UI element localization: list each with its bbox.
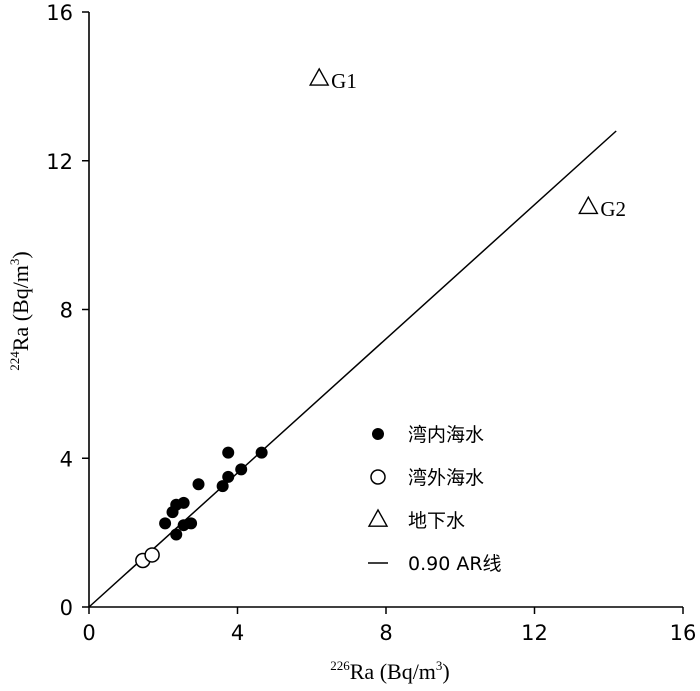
x-axis-title-superscript: 226	[330, 658, 350, 673]
y-tick-label: 12	[46, 150, 73, 174]
data-point	[170, 528, 183, 541]
data-point	[578, 195, 599, 215]
point-label: G1	[331, 69, 357, 93]
data-point	[159, 517, 172, 530]
data-point	[255, 446, 268, 459]
x-tick-label: 0	[82, 621, 95, 645]
data-point	[216, 480, 229, 493]
data-point	[235, 463, 248, 476]
legend-marker	[367, 508, 389, 527]
x-axis-title-close: )	[442, 659, 449, 684]
legend-label: 地下水	[408, 510, 465, 532]
legend-label: 湾内海水	[408, 424, 484, 446]
x-tick-label: 16	[670, 621, 697, 645]
data-point	[185, 517, 198, 530]
reference-line	[88, 130, 617, 608]
point-label: G2	[600, 197, 626, 221]
y-axis-title-unit-superscript: 3	[7, 259, 22, 266]
x-tick-label: 4	[231, 621, 244, 645]
x-axis-title: 226Ra (Bq/m3)	[330, 658, 450, 684]
y-tick-label: 8	[60, 299, 73, 323]
data-points: G1 G2	[135, 67, 626, 569]
legend-marker	[372, 428, 384, 440]
data-point	[308, 67, 330, 86]
axes	[88, 12, 683, 608]
y-axis-title-text: Ra (Bq/m	[8, 265, 33, 351]
data-point	[177, 496, 190, 509]
x-axis-title-text: Ra (Bq/m	[350, 659, 436, 684]
data-point	[192, 478, 205, 491]
x-tick-label: 8	[379, 621, 392, 645]
reference-line-group	[88, 130, 617, 608]
y-tick-label: 0	[60, 596, 73, 620]
y-axis-title-superscript: 224	[7, 351, 22, 371]
legend-label: 湾外海水	[408, 467, 484, 489]
legend-label: 0.90 AR线	[408, 553, 502, 575]
y-tick-label: 4	[60, 447, 73, 471]
ticks: 0 4 8 12 16 0 4 8 12 16	[46, 1, 696, 645]
y-axis-title-close: )	[8, 251, 33, 258]
x-axis-title-unit-superscript: 3	[436, 658, 443, 673]
data-point	[144, 547, 160, 563]
legend-marker	[370, 469, 386, 485]
data-point	[222, 446, 235, 459]
x-tick-label: 12	[521, 621, 548, 645]
y-axis-title: 224Ra (Bq/m3)	[7, 251, 33, 371]
y-tick-label: 16	[46, 1, 73, 25]
data-point	[222, 470, 235, 483]
